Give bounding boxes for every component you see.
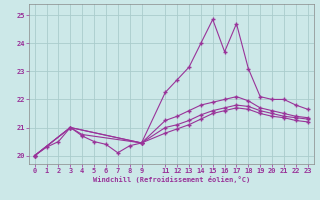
X-axis label: Windchill (Refroidissement éolien,°C): Windchill (Refroidissement éolien,°C) bbox=[92, 176, 250, 183]
